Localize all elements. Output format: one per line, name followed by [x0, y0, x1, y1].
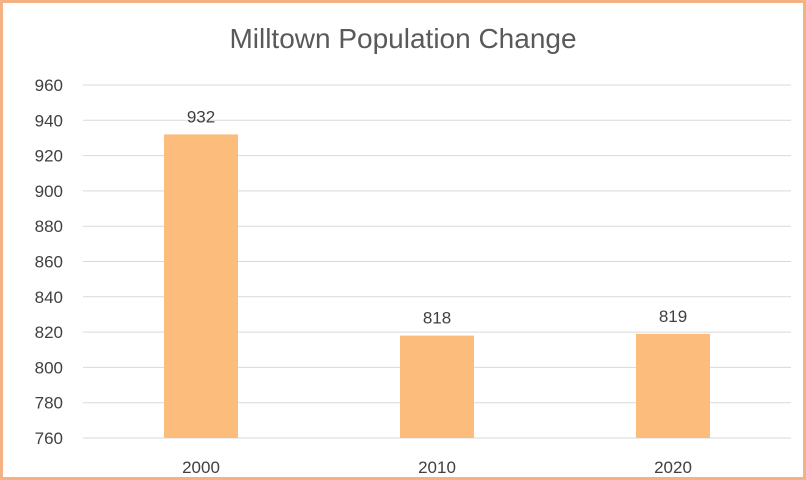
- y-tick-label: 960: [35, 76, 63, 95]
- data-label-2010: 818: [423, 309, 451, 328]
- x-tick-label-2020: 2020: [654, 458, 692, 477]
- bar-2020: [636, 333, 710, 438]
- y-tick-label: 780: [35, 394, 63, 413]
- x-tick-label-2010: 2010: [418, 458, 456, 477]
- y-axis-ticks: 760 780 800 820 840 860 880 900 920 940 960: [35, 76, 63, 448]
- y-tick-label: 900: [35, 182, 63, 201]
- y-tick-label: 820: [35, 323, 63, 342]
- plot-area: 932 818 819 760 780 800 820 840 860 880 900 920 940…: [35, 76, 791, 477]
- y-tick-label: 880: [35, 217, 63, 236]
- y-tick-label: 760: [35, 429, 63, 448]
- bar-2000: [164, 134, 238, 439]
- data-labels: 932 818 819: [187, 107, 687, 327]
- y-tick-label: 920: [35, 147, 63, 166]
- data-label-2020: 819: [659, 307, 687, 326]
- y-tick-label: 800: [35, 358, 63, 377]
- y-tick-label: 840: [35, 288, 63, 307]
- y-tick-label: 860: [35, 253, 63, 272]
- chart-title: Milltown Population Change: [229, 23, 577, 54]
- bar-2010: [400, 335, 474, 438]
- y-tick-label: 940: [35, 111, 63, 130]
- x-tick-label-2000: 2000: [182, 458, 220, 477]
- bars: [164, 134, 710, 439]
- data-label-2000: 932: [187, 107, 215, 126]
- x-axis-ticks: 2000 2010 2020: [182, 458, 692, 477]
